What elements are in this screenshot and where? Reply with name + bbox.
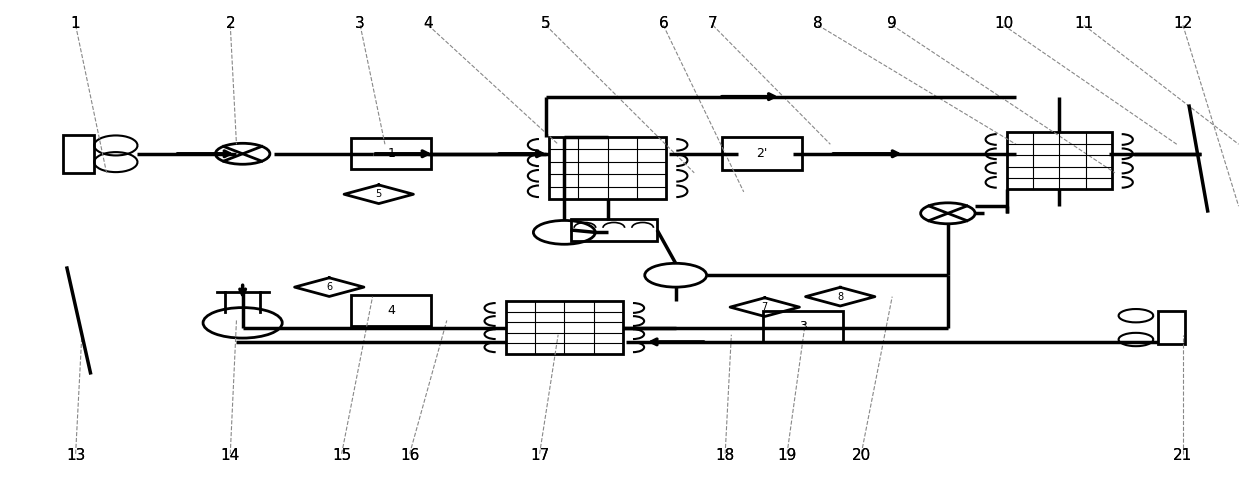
Bar (722, 137, 802, 171)
Text: 15: 15 (332, 448, 351, 463)
Bar (570, 219, 657, 240)
Text: 18: 18 (715, 448, 735, 463)
Text: 20: 20 (852, 448, 870, 463)
Text: 18: 18 (715, 448, 735, 463)
Bar (763, 311, 843, 342)
Text: 1: 1 (387, 147, 396, 160)
Text: 3: 3 (356, 16, 365, 31)
Text: 12: 12 (1173, 16, 1193, 31)
Text: 4: 4 (387, 305, 396, 318)
Text: 5: 5 (541, 16, 551, 31)
Text: 9: 9 (888, 16, 897, 31)
Text: 12: 12 (1173, 16, 1193, 31)
Text: 14: 14 (221, 448, 239, 463)
Bar (506, 301, 622, 354)
Text: 19: 19 (777, 448, 797, 463)
Text: 16: 16 (401, 448, 419, 463)
Bar (351, 296, 432, 326)
Text: 2: 2 (226, 16, 236, 31)
Text: 2: 2 (226, 16, 236, 31)
Text: 8: 8 (813, 16, 823, 31)
Text: 8: 8 (813, 16, 823, 31)
Text: 3: 3 (356, 16, 365, 31)
Text: 1: 1 (71, 16, 81, 31)
Text: 10: 10 (994, 16, 1013, 31)
Text: 9: 9 (888, 16, 897, 31)
Bar (351, 138, 432, 169)
Text: 6: 6 (326, 282, 332, 292)
Text: 4: 4 (423, 16, 433, 31)
Text: 19: 19 (777, 448, 797, 463)
Text: 10: 10 (994, 16, 1013, 31)
Text: 5: 5 (376, 189, 382, 199)
Text: 6: 6 (658, 16, 668, 31)
Text: 7: 7 (708, 16, 718, 31)
Text: 16: 16 (401, 448, 419, 463)
Text: 7: 7 (761, 302, 768, 312)
Text: 13: 13 (66, 448, 86, 463)
Bar (1007, 132, 1112, 190)
Text: 11: 11 (1074, 16, 1094, 31)
Text: 4: 4 (423, 16, 433, 31)
Text: 14: 14 (221, 448, 239, 463)
Bar (63, 135, 94, 173)
Text: 3: 3 (799, 319, 807, 333)
Bar (549, 137, 666, 199)
Text: 21: 21 (1173, 448, 1193, 463)
Text: 8: 8 (837, 292, 843, 302)
Text: 7: 7 (708, 16, 718, 31)
Text: 15: 15 (332, 448, 351, 463)
Text: 6: 6 (658, 16, 668, 31)
Text: 17: 17 (529, 448, 549, 463)
Text: 21: 21 (1173, 448, 1193, 463)
Bar (1158, 311, 1185, 344)
Text: 5: 5 (541, 16, 551, 31)
Text: 2': 2' (756, 147, 768, 160)
Text: 1: 1 (71, 16, 81, 31)
Text: 20: 20 (852, 448, 870, 463)
Text: 11: 11 (1074, 16, 1094, 31)
Text: 17: 17 (529, 448, 549, 463)
Text: 13: 13 (66, 448, 86, 463)
